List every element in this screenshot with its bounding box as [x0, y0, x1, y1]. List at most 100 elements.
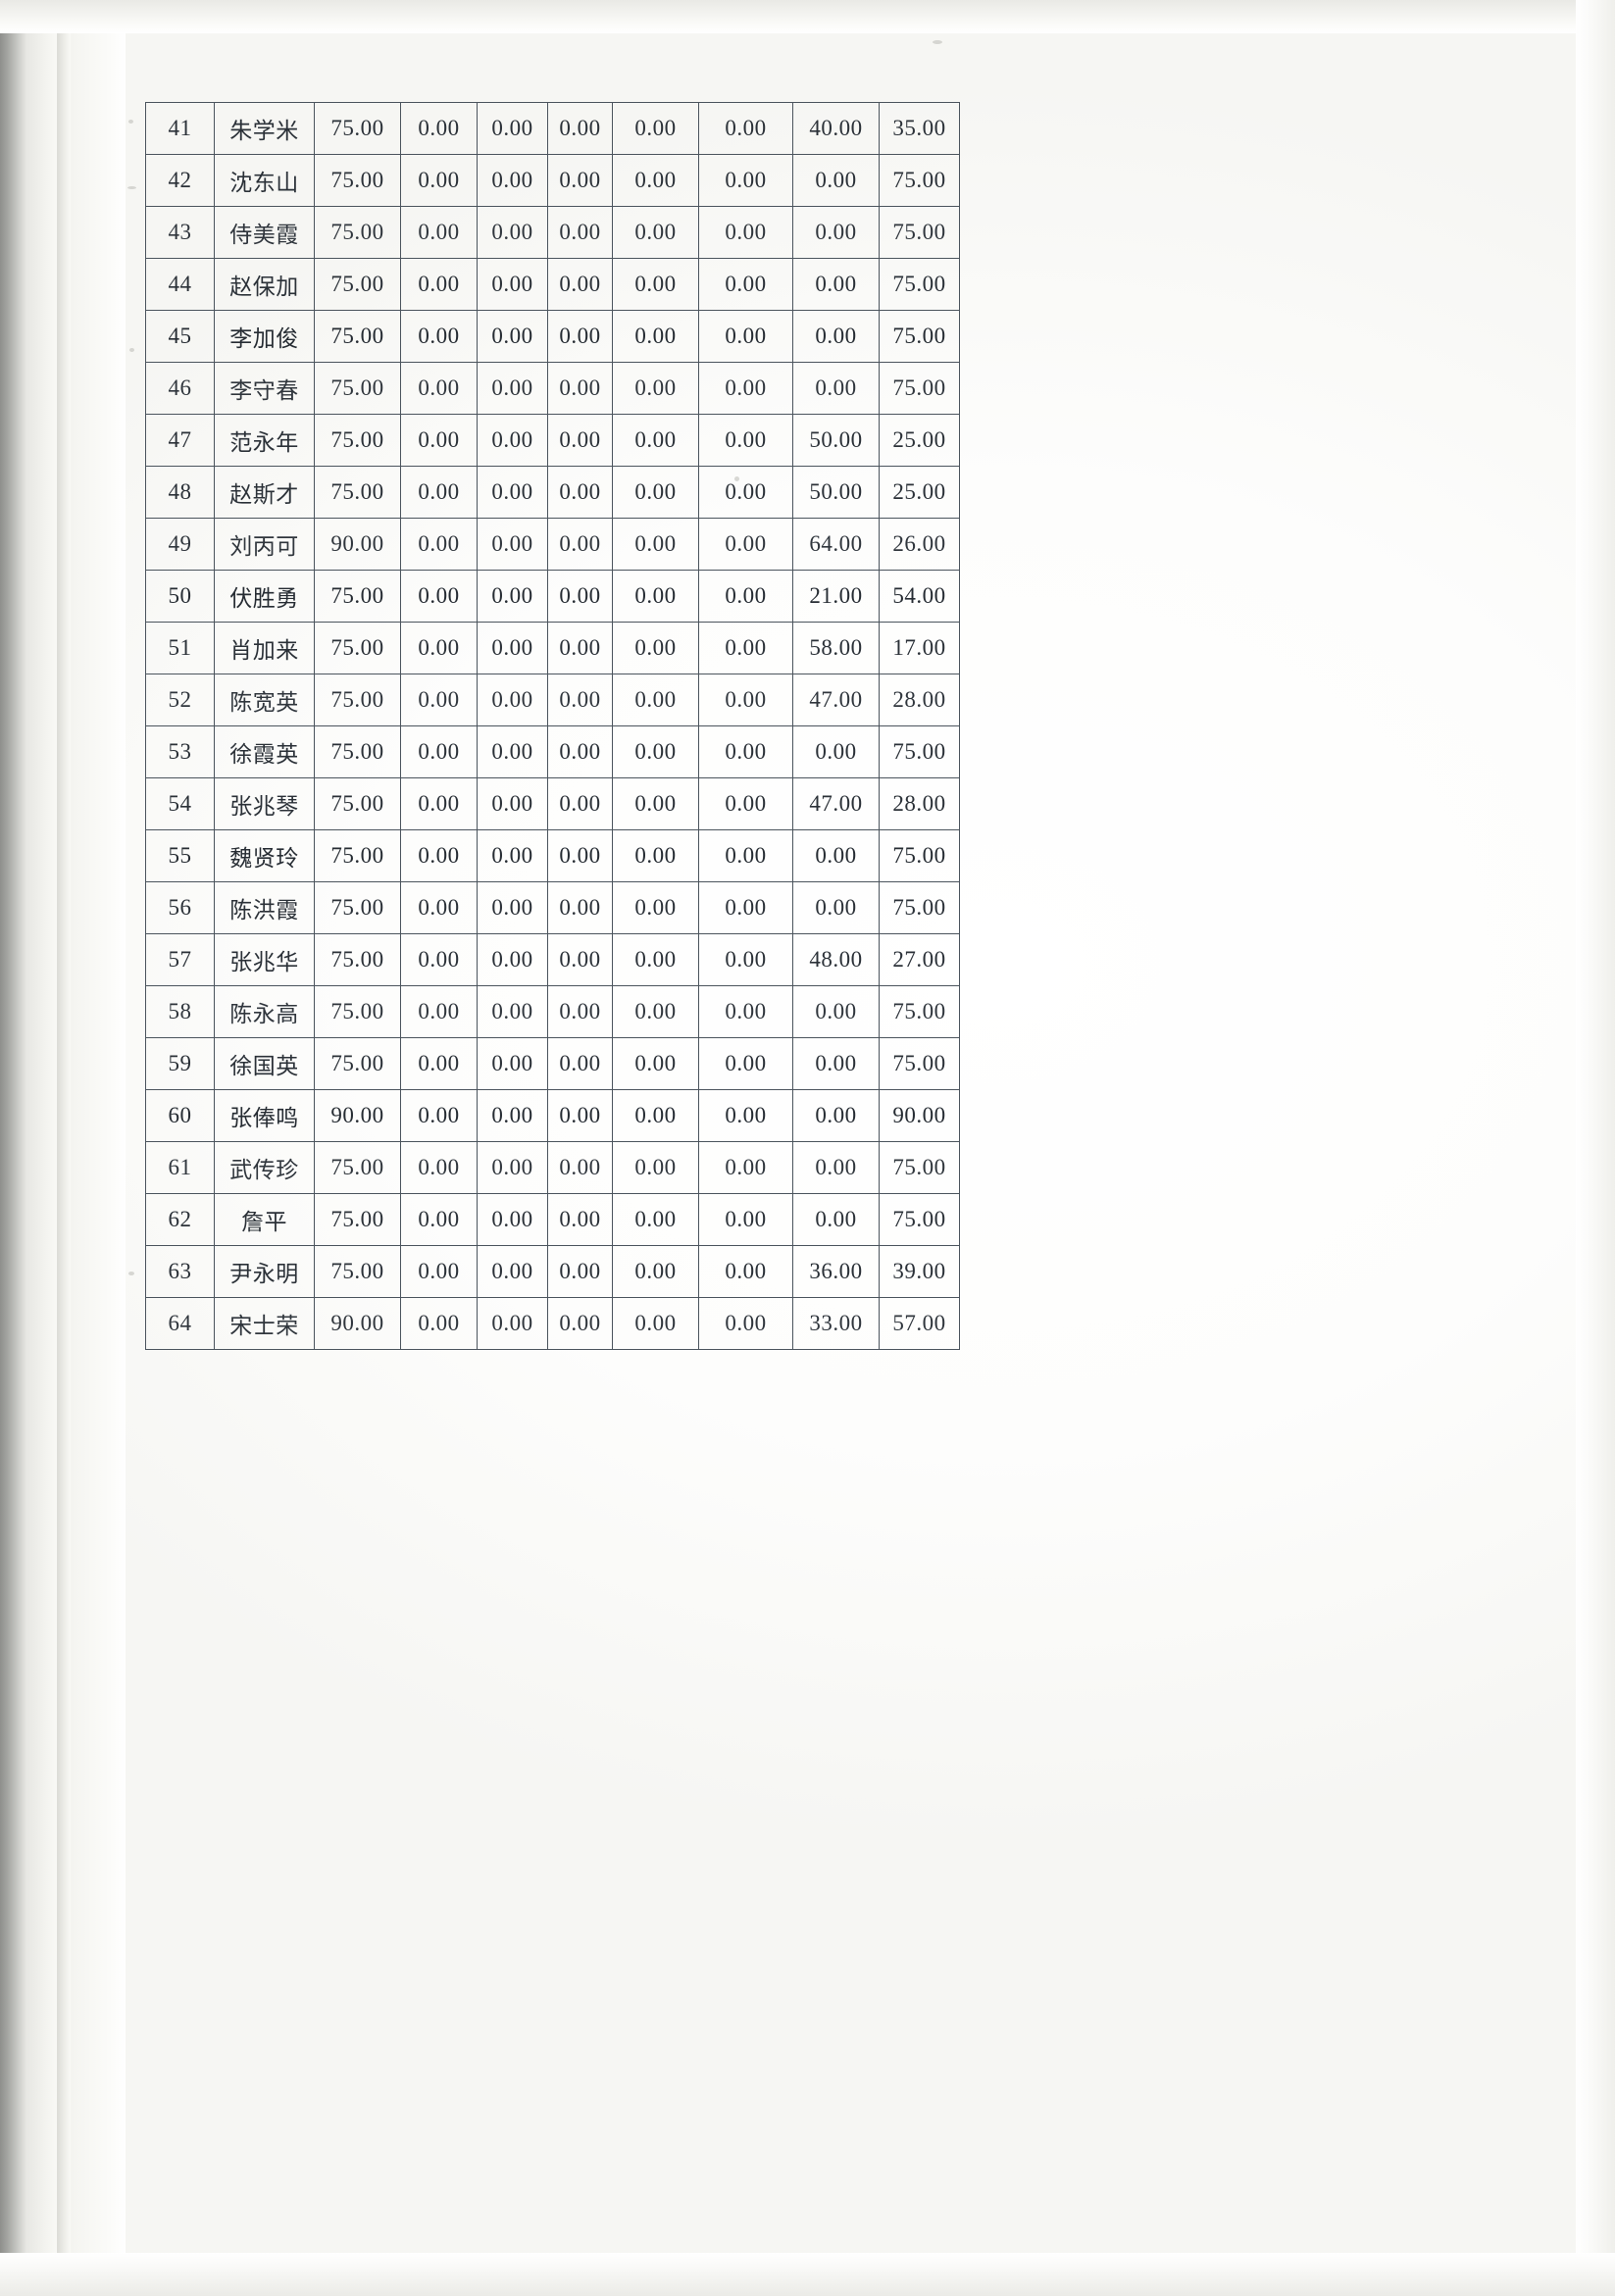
cell-amount-5: 0.00 [612, 102, 699, 155]
cell-amount-8: 28.00 [879, 777, 960, 830]
cell-amount-7: 33.00 [792, 1297, 880, 1350]
cell-amount-2: 0.00 [400, 362, 478, 415]
cell-index: 57 [145, 933, 215, 986]
cell-amount-6: 0.00 [698, 829, 793, 882]
cell-amount-5: 0.00 [612, 725, 699, 778]
cell-amount-8: 25.00 [879, 466, 960, 519]
cell-amount-3: 0.00 [477, 466, 548, 519]
cell-amount-4: 0.00 [547, 622, 613, 674]
cell-amount-5: 0.00 [612, 414, 699, 467]
table-row: 43 侍美霞 75.00 0.00 0.00 0.00 0.00 0.00 0.00 75.00 [145, 206, 960, 259]
cell-index: 52 [145, 674, 215, 726]
cell-amount-7: 0.00 [792, 1037, 880, 1090]
cell-amount-4: 0.00 [547, 1297, 613, 1350]
cell-amount-2: 0.00 [400, 310, 478, 363]
binding-midtone [25, 0, 59, 2296]
cell-name: 沈东山 [214, 154, 315, 207]
cell-amount-5: 0.00 [612, 933, 699, 986]
cell-amount-4: 0.00 [547, 674, 613, 726]
cell-index: 44 [145, 258, 215, 311]
table-row: 42 沈东山 75.00 0.00 0.00 0.00 0.00 0.00 0.00 75.00 [145, 154, 960, 207]
cell-amount-5: 0.00 [612, 466, 699, 519]
cell-amount-2: 0.00 [400, 258, 478, 311]
cell-amount-5: 0.00 [612, 258, 699, 311]
cell-amount-5: 0.00 [612, 674, 699, 726]
table-row: 50 伏胜勇 75.00 0.00 0.00 0.00 0.00 0.00 21.00 54.00 [145, 570, 960, 623]
table-row: 61 武传珍 75.00 0.00 0.00 0.00 0.00 0.00 0.00 75.00 [145, 1141, 960, 1194]
cell-amount-1: 75.00 [314, 881, 401, 934]
cell-amount-3: 0.00 [477, 1037, 548, 1090]
cell-index: 60 [145, 1089, 215, 1142]
cell-amount-1: 75.00 [314, 933, 401, 986]
cell-amount-5: 0.00 [612, 1245, 699, 1298]
cell-amount-8: 75.00 [879, 1141, 960, 1194]
cell-amount-5: 0.00 [612, 518, 699, 571]
cell-amount-7: 36.00 [792, 1245, 880, 1298]
cell-amount-2: 0.00 [400, 466, 478, 519]
cell-amount-5: 0.00 [612, 829, 699, 882]
cell-amount-5: 0.00 [612, 1297, 699, 1350]
cell-amount-3: 0.00 [477, 570, 548, 623]
cell-amount-2: 0.00 [400, 1037, 478, 1090]
cell-amount-7: 0.00 [792, 1089, 880, 1142]
cell-index: 43 [145, 206, 215, 259]
page-edge-top [0, 0, 1615, 33]
cell-amount-7: 0.00 [792, 258, 880, 311]
cell-amount-8: 75.00 [879, 258, 960, 311]
cell-amount-8: 17.00 [879, 622, 960, 674]
cell-amount-7: 21.00 [792, 570, 880, 623]
cell-index: 58 [145, 985, 215, 1038]
cell-amount-4: 0.00 [547, 725, 613, 778]
cell-amount-6: 0.00 [698, 933, 793, 986]
cell-amount-2: 0.00 [400, 1245, 478, 1298]
cell-amount-4: 0.00 [547, 154, 613, 207]
cell-amount-2: 0.00 [400, 674, 478, 726]
roster-table-container: 41 朱学米 75.00 0.00 0.00 0.00 0.00 0.00 40.00 35.00… [145, 102, 960, 1350]
cell-amount-1: 75.00 [314, 1037, 401, 1090]
cell-amount-8: 75.00 [879, 1193, 960, 1246]
cell-name: 范永年 [214, 414, 315, 467]
table-row: 52 陈宽英 75.00 0.00 0.00 0.00 0.00 0.00 47.00 28.00 [145, 674, 960, 726]
cell-amount-2: 0.00 [400, 881, 478, 934]
cell-amount-4: 0.00 [547, 933, 613, 986]
cell-amount-4: 0.00 [547, 102, 613, 155]
cell-amount-8: 75.00 [879, 725, 960, 778]
cell-amount-1: 75.00 [314, 258, 401, 311]
table-row: 58 陈永高 75.00 0.00 0.00 0.00 0.00 0.00 0.00 75.00 [145, 985, 960, 1038]
cell-amount-6: 0.00 [698, 362, 793, 415]
cell-amount-3: 0.00 [477, 829, 548, 882]
cell-amount-8: 75.00 [879, 206, 960, 259]
cell-amount-7: 0.00 [792, 881, 880, 934]
cell-amount-8: 28.00 [879, 674, 960, 726]
cell-amount-1: 90.00 [314, 1089, 401, 1142]
cell-amount-7: 40.00 [792, 102, 880, 155]
table-row: 48 赵斯才 75.00 0.00 0.00 0.00 0.00 0.00 50.00 25.00 [145, 466, 960, 519]
cell-amount-3: 0.00 [477, 674, 548, 726]
cell-amount-8: 57.00 [879, 1297, 960, 1350]
cell-amount-6: 0.00 [698, 206, 793, 259]
cell-amount-7: 0.00 [792, 985, 880, 1038]
cell-amount-1: 75.00 [314, 570, 401, 623]
cell-index: 56 [145, 881, 215, 934]
cell-amount-1: 75.00 [314, 310, 401, 363]
cell-amount-1: 75.00 [314, 622, 401, 674]
binding-shadow [0, 0, 25, 2296]
scan-speck [933, 40, 942, 44]
cell-amount-5: 0.00 [612, 310, 699, 363]
cell-amount-6: 0.00 [698, 1141, 793, 1194]
cell-amount-6: 0.00 [698, 1037, 793, 1090]
cell-name: 张兆华 [214, 933, 315, 986]
cell-amount-2: 0.00 [400, 1193, 478, 1246]
cell-amount-6: 0.00 [698, 1245, 793, 1298]
scan-speck [129, 348, 134, 352]
cell-amount-3: 0.00 [477, 206, 548, 259]
cell-amount-7: 0.00 [792, 829, 880, 882]
cell-amount-6: 0.00 [698, 881, 793, 934]
cell-amount-1: 90.00 [314, 1297, 401, 1350]
cell-index: 49 [145, 518, 215, 571]
table-row: 49 刘丙可 90.00 0.00 0.00 0.00 0.00 0.00 64.00 26.00 [145, 518, 960, 571]
cell-name: 武传珍 [214, 1141, 315, 1194]
cell-amount-8: 75.00 [879, 310, 960, 363]
cell-index: 62 [145, 1193, 215, 1246]
cell-amount-3: 0.00 [477, 1297, 548, 1350]
